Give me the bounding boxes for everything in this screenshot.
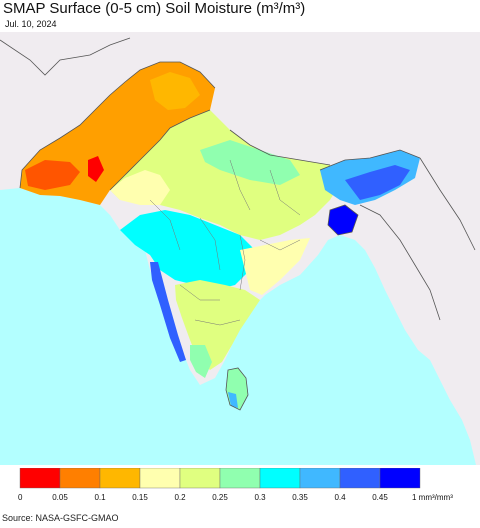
region-central-india bbox=[120, 210, 255, 290]
legend-tick-label: 0.3 bbox=[254, 493, 266, 502]
legend-swatch bbox=[259, 468, 301, 489]
map-date: Jul. 10, 2024 bbox=[5, 19, 57, 29]
legend-tick-label: 0.45 bbox=[372, 493, 388, 502]
color-legend: 0 0.05 0.1 0.15 0.2 0.25 0.3 0.35 0.4 0.45 1 mm³/… bbox=[18, 468, 453, 502]
legend-tick-label: 0.25 bbox=[212, 493, 228, 502]
region-sri-lanka-wet bbox=[228, 392, 238, 408]
legend-end-label: 1 mm³/mm³ bbox=[412, 493, 453, 502]
legend-swatch bbox=[299, 468, 341, 489]
legend-labels: 0 0.05 0.1 0.15 0.2 0.25 0.3 0.35 0.4 0.45 bbox=[18, 493, 388, 502]
map-title: SMAP Surface (0-5 cm) Soil Moisture (m³/… bbox=[3, 0, 306, 17]
ocean bbox=[0, 188, 476, 465]
legend-swatch bbox=[139, 468, 181, 489]
legend-tick-label: 0.15 bbox=[132, 493, 148, 502]
legend-swatch bbox=[99, 468, 141, 489]
legend-swatch bbox=[379, 468, 421, 489]
legend-tick-label: 0.35 bbox=[292, 493, 308, 502]
legend-tick-label: 0.2 bbox=[174, 493, 186, 502]
region-northeast-wet bbox=[345, 165, 410, 200]
region-pakistan-very-dry bbox=[88, 156, 104, 182]
region-western-ghats bbox=[150, 262, 186, 362]
legend-tick-label: 0.1 bbox=[94, 493, 106, 502]
region-south-tip bbox=[190, 345, 212, 378]
legend-swatch bbox=[179, 468, 221, 489]
legend-tick-label: 0 bbox=[18, 493, 23, 502]
region-pakistan-dry bbox=[25, 160, 80, 190]
region-north-india bbox=[110, 110, 345, 240]
legend-tick-label: 0.4 bbox=[334, 493, 346, 502]
region-gangetic-moist bbox=[200, 140, 300, 185]
region-bangladesh bbox=[328, 205, 358, 235]
legend-swatch bbox=[219, 468, 261, 489]
country-borders bbox=[0, 37, 476, 411]
legend-swatches bbox=[19, 468, 421, 489]
region-rajasthan bbox=[110, 170, 170, 205]
soil-moisture-map bbox=[0, 32, 480, 465]
legend-swatch bbox=[19, 468, 61, 489]
region-kashmir bbox=[150, 72, 200, 110]
state-borders bbox=[149, 159, 301, 326]
legend-swatch bbox=[339, 468, 381, 489]
legend-tick-label: 0.05 bbox=[52, 493, 68, 502]
source-credit: Source: NASA-GSFC-GMAO bbox=[2, 513, 119, 523]
region-east-coast bbox=[240, 238, 310, 295]
legend-swatch bbox=[59, 468, 101, 489]
